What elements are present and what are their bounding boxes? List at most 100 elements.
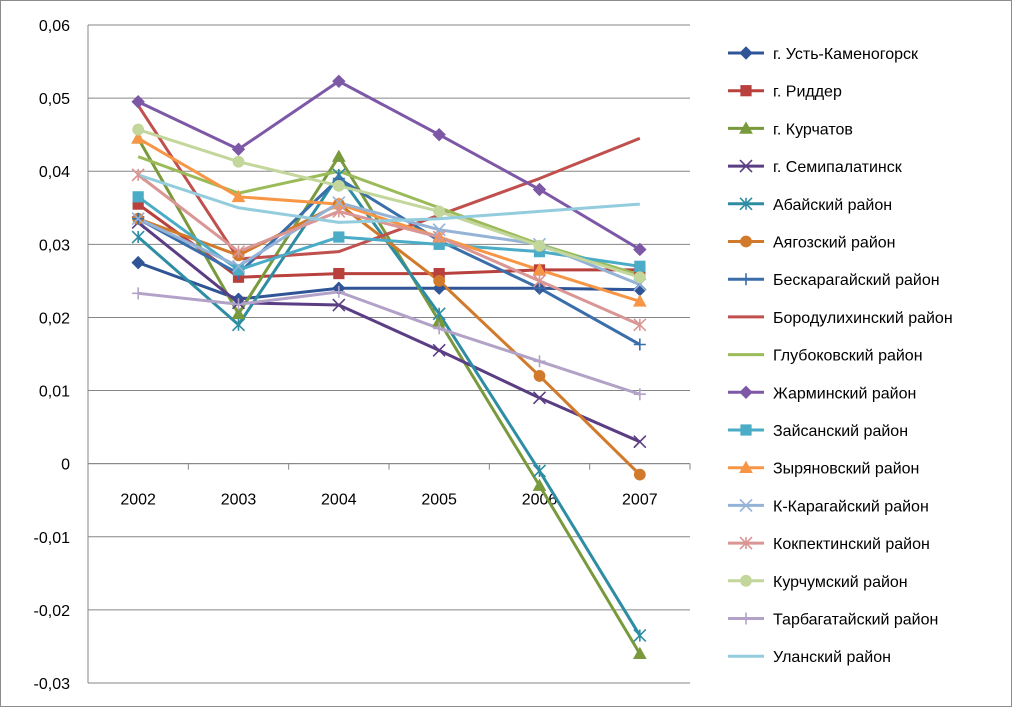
series-line — [138, 290, 641, 396]
y-tick-label: -0,01 — [34, 530, 71, 547]
y-tick-label: 0 — [61, 457, 70, 474]
legend-label: Бескарагайский район — [773, 272, 940, 289]
data-point-marker — [432, 343, 446, 357]
data-point-marker — [739, 159, 753, 173]
data-point-marker — [739, 46, 753, 60]
y-tick-label: -0,03 — [34, 676, 71, 693]
legend-label: Аягозский район — [773, 235, 895, 252]
series-line — [137, 221, 641, 444]
data-point-marker — [131, 168, 145, 182]
data-point-marker — [232, 264, 245, 276]
data-point-marker — [532, 478, 547, 491]
data-point-marker — [332, 285, 345, 298]
data-point-marker — [332, 74, 346, 89]
data-point-marker — [533, 370, 546, 382]
series-line — [137, 79, 641, 251]
data-point-marker — [333, 231, 345, 243]
x-tick-label: 2007 — [622, 492, 658, 509]
y-tick-label: 0,05 — [39, 91, 70, 108]
data-point-marker — [633, 468, 646, 481]
data-point-marker — [533, 239, 546, 252]
series-line — [137, 202, 641, 476]
series-line — [137, 173, 640, 224]
y-tick-label: 0,03 — [39, 237, 70, 254]
data-point-marker — [333, 267, 345, 280]
x-tick-label: 2006 — [522, 492, 558, 509]
legend-label: Курчумский район — [773, 574, 908, 591]
data-point-marker — [739, 121, 753, 134]
data-point-marker — [131, 212, 145, 226]
series-markers — [131, 74, 647, 660]
data-point-marker — [633, 628, 647, 643]
data-point-marker — [231, 259, 246, 273]
data-point-marker — [532, 464, 547, 478]
data-point-marker — [131, 230, 145, 244]
data-point-marker — [231, 245, 246, 259]
legend-label: Уланский район — [773, 649, 891, 666]
data-point-marker — [432, 230, 446, 244]
data-point-marker — [740, 574, 752, 587]
data-point-marker — [433, 274, 446, 287]
data-point-marker — [633, 242, 647, 257]
x-tick-label: 2005 — [421, 492, 457, 509]
y-tick-label: 0,06 — [39, 18, 70, 35]
legend-label: г. Семипалатинск — [773, 159, 903, 176]
data-point-marker — [432, 127, 446, 142]
data-point-marker — [433, 322, 446, 335]
legend-label: Тарбагатайский район — [773, 612, 938, 629]
legend: г. Усть-Каменогорск г. Риддер г. Курчатов г… — [728, 46, 953, 666]
data-point-marker — [132, 287, 145, 300]
legend-label: г. Риддер — [773, 84, 842, 101]
legend-label: Кокпектинский район — [773, 536, 930, 553]
data-point-marker — [739, 536, 753, 550]
series-line — [137, 177, 641, 346]
series-lines — [136, 79, 642, 655]
legend-label: Зайсанский район — [773, 423, 908, 440]
legend-label: К-Карагайский район — [773, 498, 929, 515]
data-point-marker — [633, 318, 647, 332]
data-point-marker — [131, 131, 146, 144]
data-point-marker — [231, 306, 246, 320]
data-point-marker — [740, 273, 752, 286]
data-point-marker — [740, 612, 752, 625]
data-point-marker — [633, 338, 646, 351]
data-point-marker — [739, 385, 753, 400]
data-point-marker — [532, 182, 547, 197]
y-tick-label: 0,02 — [39, 310, 70, 327]
series-line — [137, 173, 641, 327]
data-point-marker — [533, 355, 546, 368]
data-point-marker — [132, 191, 144, 203]
series-line — [137, 128, 641, 279]
data-point-marker — [331, 149, 346, 162]
data-point-marker — [632, 294, 647, 307]
data-point-marker — [532, 262, 547, 276]
data-point-marker — [131, 95, 145, 109]
data-point-marker — [633, 388, 646, 401]
data-point-marker — [231, 142, 246, 156]
y-tick-label: -0,02 — [34, 603, 71, 620]
y-tick-label: 0,04 — [39, 164, 70, 181]
data-point-marker — [739, 460, 753, 473]
data-point-marker — [332, 204, 346, 218]
legend-label: Бородулихинский район — [773, 310, 953, 327]
data-point-marker — [232, 298, 245, 311]
data-point-marker — [633, 271, 646, 284]
data-point-marker — [231, 189, 246, 203]
data-point-marker — [739, 197, 753, 211]
axes: -0,03 -0,02 -0,01 0 0,01 0,02 0,03 0,04 0,05 0,06… — [34, 18, 691, 693]
series-line — [136, 104, 641, 261]
data-point-marker — [633, 435, 647, 449]
data-point-marker — [739, 498, 753, 512]
legend-label: Абайский район — [773, 197, 892, 214]
legend-label: Жарминский район — [773, 385, 916, 402]
data-point-marker — [740, 85, 752, 97]
legend-label: Зыряновский район — [773, 461, 919, 478]
data-point-marker — [532, 274, 547, 288]
data-point-marker — [740, 424, 752, 436]
y-tick-label: 0,01 — [39, 384, 70, 401]
x-tick-label: 2003 — [221, 492, 257, 509]
x-tick-label: 2004 — [321, 492, 357, 509]
data-point-marker — [634, 260, 646, 272]
